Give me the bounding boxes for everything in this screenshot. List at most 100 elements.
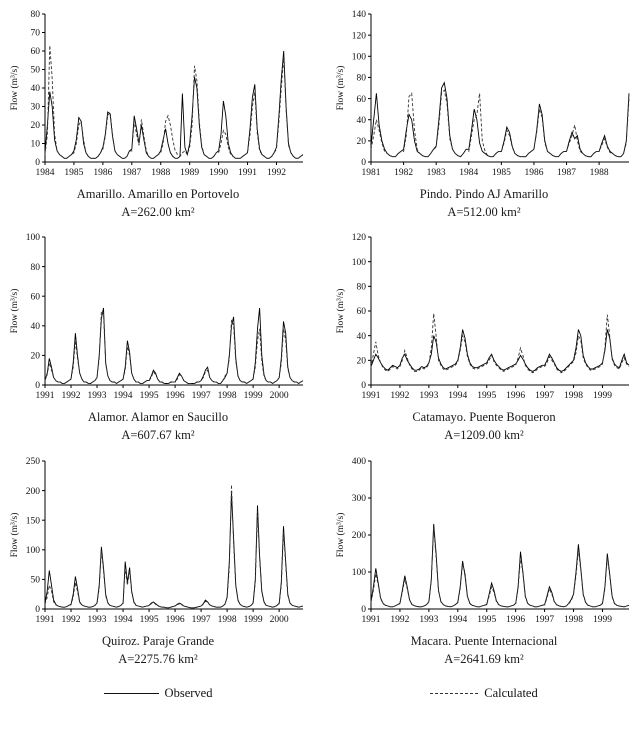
svg-text:0: 0 [361, 158, 366, 168]
svg-text:1991: 1991 [36, 615, 55, 625]
svg-text:Flow (m³/s): Flow (m³/s) [9, 66, 20, 111]
svg-text:80: 80 [357, 283, 367, 293]
chart-title: Amarillo. Amarillo en Portovelo [76, 187, 240, 201]
svg-text:1986: 1986 [93, 168, 112, 178]
svg-text:80: 80 [31, 10, 41, 20]
svg-text:0: 0 [361, 381, 366, 391]
svg-text:1995: 1995 [140, 615, 159, 625]
svg-text:20: 20 [31, 352, 41, 362]
svg-text:1998: 1998 [564, 615, 583, 625]
svg-text:0: 0 [35, 158, 40, 168]
svg-text:40: 40 [357, 332, 367, 342]
svg-text:120: 120 [352, 31, 367, 41]
chart-caption: Macara. Puente Internacional A=2641.69 k… [411, 632, 558, 668]
svg-text:1981: 1981 [362, 168, 381, 178]
svg-text:Flow (m³/s): Flow (m³/s) [335, 66, 346, 111]
svg-text:60: 60 [357, 307, 367, 317]
svg-text:2000: 2000 [270, 391, 289, 401]
svg-text:1989: 1989 [180, 168, 199, 178]
svg-text:1993: 1993 [88, 615, 107, 625]
svg-text:20: 20 [31, 121, 41, 131]
svg-text:1993: 1993 [419, 391, 438, 401]
svg-text:150: 150 [26, 516, 41, 526]
svg-text:1994: 1994 [448, 615, 467, 625]
svg-text:1984: 1984 [36, 168, 55, 178]
svg-text:1990: 1990 [209, 168, 228, 178]
svg-text:1992: 1992 [62, 391, 81, 401]
svg-text:30: 30 [31, 103, 41, 113]
svg-text:100: 100 [352, 258, 367, 268]
svg-text:Flow (m³/s): Flow (m³/s) [335, 512, 346, 557]
svg-text:1996: 1996 [506, 615, 525, 625]
svg-text:10: 10 [31, 140, 41, 150]
flow-chart-macara: 0 100 200 300 400 1991 1992 1993 1994 1995 1996 199… [335, 457, 630, 625]
flow-chart-amarillo: 0 10 20 30 40 50 60 70 80 1984 1985 1986 1987 1988 198… [9, 10, 304, 178]
svg-text:1992: 1992 [267, 168, 286, 178]
svg-text:0: 0 [35, 381, 40, 391]
chart-panel-quiroz: 0 50 100 150 200 250 1991 1992 1993 1994 1995 1996 1… [7, 453, 309, 674]
svg-text:1985: 1985 [64, 168, 83, 178]
svg-text:1998: 1998 [218, 391, 237, 401]
svg-text:100: 100 [26, 233, 41, 243]
svg-text:1996: 1996 [166, 391, 185, 401]
chart-title: Alamor. Alamor en Saucillo [87, 410, 229, 425]
svg-text:400: 400 [352, 457, 367, 467]
svg-text:80: 80 [357, 74, 367, 84]
svg-text:1983: 1983 [427, 168, 446, 178]
chart-panel-macara: 0 100 200 300 400 1991 1992 1993 1994 1995 1996 199… [333, 453, 635, 674]
svg-text:1997: 1997 [535, 391, 554, 401]
chart-caption: Catamayo. Puente Boqueron A=1209.00 km² [412, 408, 555, 444]
svg-text:1997: 1997 [192, 391, 211, 401]
svg-text:70: 70 [31, 29, 41, 39]
svg-text:1988: 1988 [151, 168, 170, 178]
svg-text:100: 100 [352, 568, 367, 578]
svg-text:1999: 1999 [244, 615, 263, 625]
svg-text:1999: 1999 [593, 615, 612, 625]
flow-chart-quiroz: 0 50 100 150 200 250 1991 1992 1993 1994 1995 1996 1… [9, 457, 304, 625]
chart-caption: Amarillo. Amarillo en Portovelo A=262.00… [77, 185, 239, 221]
chart-title: Pindo. Pindo AJ Amarillo [419, 187, 549, 201]
svg-text:140: 140 [352, 10, 367, 20]
chart-caption: Alamor. Alamor en Saucillo A=607.67 km² [88, 408, 228, 444]
svg-text:1988: 1988 [590, 168, 609, 178]
svg-text:0: 0 [35, 605, 40, 615]
svg-text:1999: 1999 [244, 391, 263, 401]
chart-area-label: A=262.00 km² [121, 205, 195, 220]
solid-line-icon [103, 692, 159, 694]
chart-title: Quiroz. Paraje Grande [101, 633, 215, 648]
dashed-line-icon [430, 692, 479, 694]
svg-text:60: 60 [31, 293, 41, 303]
svg-text:40: 40 [357, 116, 367, 126]
chart-title: Macara. Puente Internacional [410, 633, 558, 648]
figure-legend: Observed Calculated [7, 686, 635, 701]
svg-text:1987: 1987 [122, 168, 141, 178]
chart-area-label: A=2275.76 km² [118, 651, 198, 666]
svg-text:1998: 1998 [564, 391, 583, 401]
svg-text:1997: 1997 [192, 615, 211, 625]
svg-text:1993: 1993 [419, 615, 438, 625]
svg-text:80: 80 [31, 263, 41, 273]
chart-title: Catamayo. Puente Boqueron [412, 410, 556, 425]
svg-text:1991: 1991 [362, 615, 381, 625]
svg-text:Flow (m³/s): Flow (m³/s) [9, 289, 20, 334]
svg-text:1992: 1992 [390, 615, 409, 625]
chart-caption: Quiroz. Paraje Grande A=2275.76 km² [102, 632, 214, 668]
svg-text:1995: 1995 [477, 615, 496, 625]
chart-area-label: A=607.67 km² [121, 428, 195, 443]
legend-observed-label: Observed [164, 685, 213, 700]
svg-text:1992: 1992 [62, 615, 81, 625]
chart-panel-catamayo: 0 20 40 60 80 100 120 1991 1992 1993 1994 1995 1996 1… [333, 229, 635, 450]
svg-text:200: 200 [26, 486, 41, 496]
chart-area-label: A=512.00 km² [447, 205, 521, 220]
svg-text:1994: 1994 [114, 615, 133, 625]
svg-text:1987: 1987 [557, 168, 576, 178]
chart-grid: 0 10 20 30 40 50 60 70 80 1984 1985 1986 1987 1988 198… [7, 6, 635, 674]
svg-text:60: 60 [357, 95, 367, 105]
legend-calculated-label: Calculated [484, 685, 538, 700]
legend-observed: Observed [7, 686, 309, 701]
chart-panel-amarillo: 0 10 20 30 40 50 60 70 80 1984 1985 1986 1987 1988 198… [7, 6, 309, 227]
svg-text:1994: 1994 [448, 391, 467, 401]
svg-text:40: 40 [31, 84, 41, 94]
svg-text:2000: 2000 [270, 615, 289, 625]
